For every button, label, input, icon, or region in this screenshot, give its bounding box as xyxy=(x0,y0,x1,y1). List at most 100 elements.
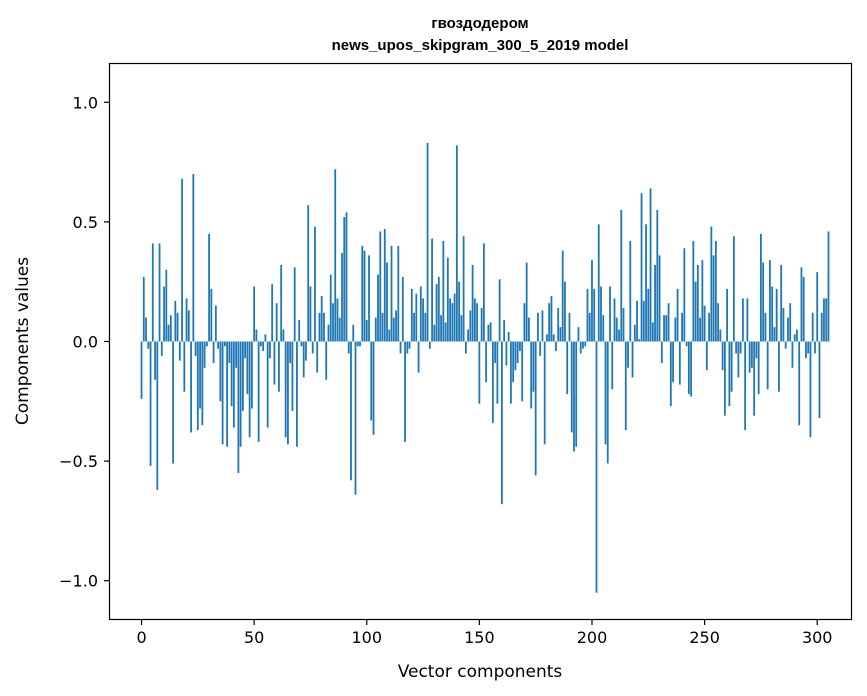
bar-205 xyxy=(602,315,605,342)
bar-66 xyxy=(289,341,292,364)
bar-88 xyxy=(338,317,341,342)
bar-202 xyxy=(595,341,598,593)
bar-200 xyxy=(591,260,593,342)
bar-229 xyxy=(656,209,659,342)
bar-216 xyxy=(627,341,629,368)
bar-176 xyxy=(537,312,539,342)
bar-158 xyxy=(496,341,499,404)
bar-59 xyxy=(273,341,276,385)
bar-155 xyxy=(489,322,492,342)
bar-272 xyxy=(753,341,756,416)
bar-40 xyxy=(230,341,233,407)
bar-34 xyxy=(217,341,220,349)
y-tick-label: 1.0 xyxy=(73,93,98,112)
bar-189 xyxy=(566,341,569,395)
bar-235 xyxy=(669,341,672,407)
bar-264 xyxy=(735,341,738,354)
bar-61 xyxy=(278,341,280,392)
bar-118 xyxy=(406,341,409,354)
bar-159 xyxy=(498,279,501,342)
bar-63 xyxy=(282,329,285,342)
bars-group xyxy=(140,142,830,593)
bar-69 xyxy=(296,341,298,447)
bar-290 xyxy=(793,334,796,342)
bar-207 xyxy=(606,341,609,464)
bar-284 xyxy=(780,264,783,342)
bar-134 xyxy=(442,241,445,342)
bar-141 xyxy=(458,281,460,342)
bar-13 xyxy=(169,315,172,342)
bar-291 xyxy=(796,329,798,342)
bar-226 xyxy=(649,188,652,342)
bar-70 xyxy=(298,319,301,342)
y-tick-label: 0.0 xyxy=(73,333,98,352)
bar-218 xyxy=(631,341,634,378)
bar-47 xyxy=(246,341,249,395)
bar-91 xyxy=(345,212,348,342)
bar-305 xyxy=(827,231,830,342)
bar-227 xyxy=(651,322,654,342)
bar-52 xyxy=(257,341,260,442)
bar-217 xyxy=(629,241,632,342)
chart-title-line-2: news_upos_skipgram_300_5_2019 model xyxy=(332,37,629,54)
bar-261 xyxy=(728,341,731,407)
bar-198 xyxy=(586,288,589,342)
x-axis: 0 50 100 150 200 250 300 xyxy=(136,619,832,647)
bar-64 xyxy=(284,341,287,438)
bar-106 xyxy=(379,231,382,342)
bar-122 xyxy=(415,293,418,342)
bar-135 xyxy=(444,322,447,342)
bar-127 xyxy=(426,142,429,342)
bar-25 xyxy=(196,341,199,431)
bar-140 xyxy=(455,145,458,342)
bar-182 xyxy=(550,296,553,342)
bar-37 xyxy=(223,341,226,347)
bar-266 xyxy=(739,341,742,354)
bar-36 xyxy=(221,341,224,445)
bar-197 xyxy=(584,341,587,347)
bar-222 xyxy=(640,193,643,342)
bar-299 xyxy=(814,341,816,354)
bar-136 xyxy=(446,257,449,342)
bar-276 xyxy=(762,262,765,342)
bar-237 xyxy=(674,317,677,342)
bar-96 xyxy=(356,341,359,347)
bar-89 xyxy=(341,252,343,342)
bar-92 xyxy=(347,341,350,354)
bar-166 xyxy=(514,341,517,371)
bar-105 xyxy=(377,274,379,342)
bar-269 xyxy=(746,298,749,342)
bar-17 xyxy=(178,341,181,361)
bar-139 xyxy=(453,293,456,342)
x-tick-label: 150 xyxy=(464,628,495,647)
bar-80 xyxy=(320,296,323,342)
bar-131 xyxy=(435,284,438,342)
bar-24 xyxy=(194,341,197,356)
bar-180 xyxy=(546,334,548,342)
bar-271 xyxy=(751,341,753,368)
bar-45 xyxy=(241,341,244,411)
bar-164 xyxy=(510,341,512,404)
bar-259 xyxy=(723,341,726,416)
bar-186 xyxy=(559,327,562,342)
bar-250 xyxy=(703,305,706,342)
bar-12 xyxy=(167,324,170,342)
bar-125 xyxy=(422,298,424,342)
bar-224 xyxy=(645,224,647,342)
bar-282 xyxy=(775,288,778,342)
bar-60 xyxy=(275,303,278,342)
bar-295 xyxy=(805,341,807,359)
bar-43 xyxy=(237,341,240,474)
bar-277 xyxy=(764,312,767,342)
bar-38 xyxy=(226,341,229,447)
bar-174 xyxy=(532,341,535,392)
y-tick-label: −1.0 xyxy=(59,572,98,591)
bar-239 xyxy=(678,341,681,385)
bar-8 xyxy=(158,243,161,342)
bar-130 xyxy=(433,324,436,342)
bar-50 xyxy=(253,286,256,342)
bar-160 xyxy=(501,341,503,505)
bar-44 xyxy=(239,341,242,447)
bar-246 xyxy=(694,281,697,342)
bar-211 xyxy=(615,317,618,342)
